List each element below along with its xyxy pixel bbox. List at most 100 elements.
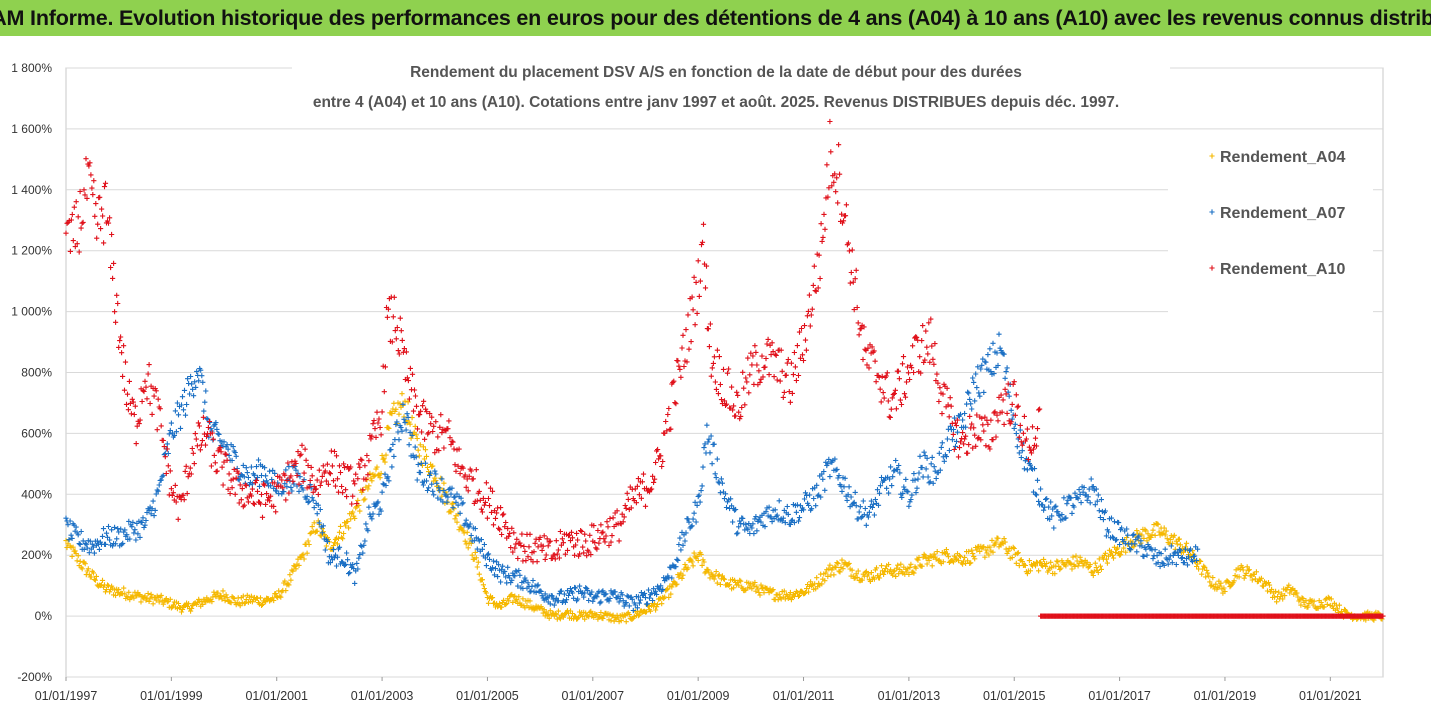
rendement-a04-point [485, 600, 492, 606]
rendement-a04-point [910, 569, 916, 575]
rendement-a10-point [599, 530, 605, 536]
rendement-a07-point [1002, 375, 1008, 381]
rendement-a04-point [945, 554, 951, 560]
rendement-a04-point [396, 411, 402, 417]
rendement-a04-point [987, 544, 993, 550]
rendement-a04-point [717, 581, 723, 588]
rendement-a07-point [933, 475, 939, 482]
rendement-a04-point [1078, 558, 1084, 564]
rendement-a10-point [855, 320, 861, 326]
rendement-a10-point [299, 442, 305, 448]
rendement-a07-point [468, 532, 474, 539]
rendement-a04-point [287, 572, 293, 578]
rendement-a10-point [700, 221, 707, 227]
rendement-a10-point [688, 339, 694, 345]
rendement-a07-point [784, 503, 790, 510]
rendement-a07-point [997, 345, 1003, 351]
rendement-a04-point [473, 555, 479, 561]
rendement-a07-point [433, 471, 439, 477]
rendement-a10-point [220, 482, 226, 488]
rendement-a04-point [1038, 559, 1044, 565]
rendement-a10-point [410, 408, 417, 414]
rendement-a04-point [489, 595, 496, 601]
rendement-a10-point [144, 396, 150, 402]
rendement-a04-point [1144, 538, 1150, 544]
rendement-a10-point [895, 368, 901, 374]
rendement-a04-point [1199, 571, 1205, 577]
rendement-a10-point [555, 547, 561, 553]
rendement-a04-point [138, 599, 144, 605]
rendement-a04-point [1011, 545, 1017, 552]
rendement-a04-point [447, 508, 453, 514]
rendement-a10-point [189, 445, 195, 452]
rendement-a04-point [643, 609, 650, 615]
rendement-a10-point [808, 312, 814, 318]
rendement-a04-point [1148, 534, 1154, 540]
rendement-a04-point [480, 582, 486, 588]
rendement-a04-point [307, 531, 313, 537]
rendement-a04-point [995, 535, 1001, 541]
rendement-a07-point [1096, 508, 1102, 514]
rendement-a07-point [244, 470, 250, 476]
rendement-a04-point [659, 601, 665, 607]
rendement-a04-point [424, 464, 431, 470]
rendement-a04-point [476, 571, 482, 577]
rendement-a10-point [712, 379, 718, 385]
rendement-a10-point [413, 403, 420, 409]
y-tick-label: 200% [21, 548, 52, 562]
rendement-a04-point [679, 575, 685, 581]
rendement-a07-point [971, 379, 977, 385]
rendement-a07-point [839, 488, 845, 494]
rendement-a10-point [1034, 426, 1041, 432]
rendement-a07-point [701, 445, 707, 451]
rendement-a04-point [1104, 560, 1110, 566]
rendement-a10-point [190, 450, 196, 456]
rendement-a10-point [1011, 379, 1017, 385]
rendement-a04-point [837, 569, 843, 575]
rendement-a07-point [719, 480, 725, 486]
rendement-a07-point [1053, 503, 1059, 509]
rendement-a04-point [776, 591, 782, 597]
rendement-a04-point [1027, 568, 1033, 574]
rendement-a10-point [580, 544, 586, 550]
rendement-a04-point [263, 599, 269, 605]
rendement-a10-point [711, 354, 717, 360]
rendement-a04-point [474, 564, 480, 570]
rendement-a10-point [120, 373, 126, 379]
rendement-a10-point [185, 474, 191, 480]
rendement-a07-point [846, 484, 852, 490]
rendement-a10-point [660, 458, 666, 465]
rendement-a10-point [1037, 406, 1043, 412]
rendement-a10-point [515, 555, 521, 562]
rendement-a04-point [75, 553, 81, 559]
rendement-a10-point [283, 497, 289, 503]
rendement-a10-point [97, 194, 103, 200]
rendement-a07-point [309, 495, 315, 501]
rendement-a04-point [503, 601, 509, 608]
rendement-a10-point [399, 337, 405, 343]
rendement-a10-point [513, 541, 519, 547]
rendement-a04-point [582, 616, 588, 622]
rendement-a04-point [469, 552, 475, 558]
rendement-a07-point [1003, 369, 1009, 375]
rendement-a10-point [947, 395, 953, 401]
rendement-a04-point [107, 589, 113, 595]
rendement-a10-point [543, 552, 549, 558]
rendement-a04-point [501, 597, 507, 603]
rendement-a07-point [909, 492, 915, 498]
rendement-a07-point [700, 464, 706, 470]
rendement-a07-point [917, 453, 923, 459]
legend-label: Rendement_A10 [1220, 261, 1345, 278]
rendement-a04-point [974, 547, 980, 553]
rendement-a07-point [1034, 477, 1041, 483]
rendement-a04-point [1208, 583, 1214, 589]
rendement-a07-point [857, 504, 863, 510]
rendement-a04-point [408, 435, 414, 441]
page-title: ADAM Informe. Evolution historique des p… [0, 5, 1431, 30]
rendement-a04-point [69, 553, 75, 559]
rendement-a04-point [220, 588, 226, 594]
rendement-a04-point [240, 593, 246, 599]
rendement-a10-point [898, 401, 905, 408]
rendement-a04-point [350, 509, 356, 515]
rendement-a10-point [609, 533, 615, 539]
